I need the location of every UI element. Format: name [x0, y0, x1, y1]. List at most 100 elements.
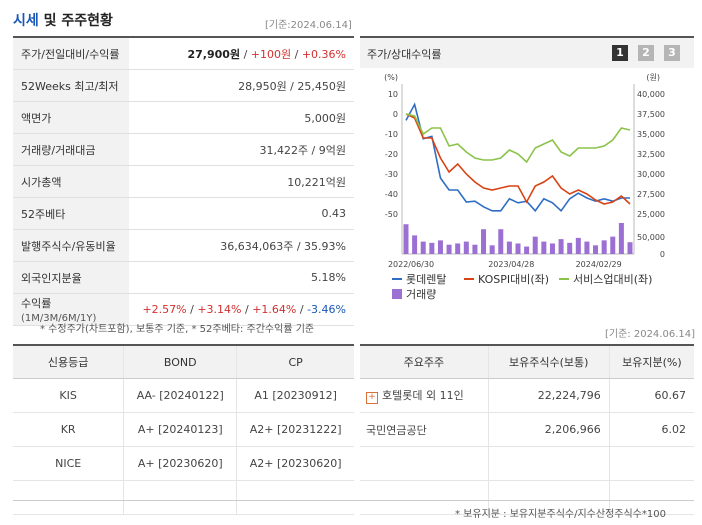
info-label-text: 52Weeks 최고/최저 — [21, 79, 119, 93]
holders-cell-text: 6.02 — [661, 423, 687, 436]
volume-bar — [489, 245, 495, 254]
expand-icon[interactable]: + — [366, 392, 378, 404]
volume-bar — [610, 236, 616, 254]
info-value-part: 31,422주 / 9억원 — [259, 143, 346, 157]
volume-bar — [567, 242, 573, 254]
left-tick-label: 10 — [388, 90, 398, 99]
holders-cell: 2,206,966 — [487, 412, 610, 447]
holders-cell-text: 2,206,966 — [544, 423, 601, 436]
volume-bar — [618, 223, 624, 254]
info-sublabel: (1M/3M/6M/1Y) — [21, 313, 97, 324]
credit-header: 신용등급 — [13, 346, 124, 379]
info-value-part: / — [291, 47, 302, 61]
x-tick-label: 2022/06/30 — [388, 260, 434, 269]
volume-bar — [524, 246, 530, 254]
info-row-label: 발행주식수/유동비율 — [13, 229, 129, 262]
info-row-label: 시가총액 — [13, 165, 129, 198]
volume-bar — [481, 229, 487, 254]
volume-bar — [472, 244, 478, 254]
table-row — [360, 480, 694, 515]
info-row: 발행주식수/유동비율 36,634,063주 / 35.93% — [13, 229, 354, 262]
credit-cell-text: A1 [20230912] — [254, 389, 337, 402]
bottom-divider — [13, 500, 694, 501]
volume-bar — [403, 224, 409, 254]
info-value-part: +2.57% — [142, 303, 187, 316]
holders-cell-text: 60.67 — [654, 389, 687, 402]
volume-bar — [437, 240, 443, 254]
major-shareholders-table: 주요주주 보유주식수(보통) 보유지분(%) + 호텔롯데 외 11인 22,224,79… — [360, 346, 694, 515]
right-tick-label: 25,000 — [637, 210, 665, 219]
credit-cell: AA- [20240122] — [123, 378, 237, 413]
credit-divider — [13, 344, 354, 346]
chart-page-1-button[interactable]: 1 — [612, 45, 628, 61]
left-tick-label: -40 — [385, 190, 398, 199]
table-row: KIS AA- [20240122] A1 [20230912] — [13, 378, 354, 413]
info-row-value: 28,950원 / 25,450원 — [129, 69, 354, 102]
volume-bar — [593, 245, 599, 254]
info-value-part: -3.46% — [307, 303, 346, 316]
info-row: 주가/전일대비/수익률 27,900원 / +100원 / +0.36% — [13, 38, 354, 70]
holders-cell-text[interactable]: 호텔롯데 외 11인 — [382, 389, 464, 402]
info-label-text: 시가총액 — [21, 175, 62, 189]
holders-header: 보유지분(%) — [608, 346, 694, 379]
chart-divider — [360, 36, 694, 38]
credit-cell: A+ [20240123] — [123, 412, 237, 447]
info-row-label: 52Weeks 최고/최저 — [13, 69, 129, 102]
credit-cell — [123, 480, 237, 515]
info-row-label: 액면가 — [13, 101, 129, 134]
holders-cell: 60.67 — [608, 378, 694, 413]
series-line — [405, 102, 630, 213]
holders-cell — [608, 446, 694, 481]
holders-cell: + 호텔롯데 외 11인 — [360, 378, 489, 413]
volume-bar — [429, 242, 435, 254]
volume-bar — [515, 243, 521, 254]
table-row — [360, 446, 694, 481]
chart-title: 주가/상대수익률 — [367, 48, 442, 61]
legend-label: KOSPI대비(좌) — [478, 273, 549, 286]
holders-cell-text[interactable]: 국민연금공단 — [366, 423, 427, 437]
info-row-value: 31,422주 / 9억원 — [129, 133, 354, 166]
right-axis-unit: (원) — [646, 73, 660, 82]
volume-bar — [549, 243, 555, 254]
right-tick-label: 27,500 — [637, 190, 665, 199]
left-tick-label: -10 — [385, 130, 398, 139]
base-date: [기준:2024.06.14] — [265, 20, 352, 31]
info-value-part: 0.43 — [321, 207, 347, 220]
info-value-part: 27,900원 — [187, 47, 241, 61]
credit-header: BOND — [123, 346, 237, 379]
holders-cell: 국민연금공단 — [360, 412, 489, 447]
info-row-label: 외국인지분율 — [13, 261, 129, 294]
credit-cell-text: KIS — [59, 389, 77, 402]
legend-swatch — [392, 289, 402, 299]
info-value-part: 5,000원 — [304, 111, 346, 125]
volume-bar — [420, 241, 426, 254]
info-label-text: 외국인지분율 — [21, 271, 82, 285]
credit-cell-text: A+ [20230620] — [137, 457, 223, 470]
holders-divider — [360, 344, 694, 346]
info-row: 수익률 (1M/3M/6M/1Y) +2.57% / +3.14% / +1.64… — [13, 293, 354, 326]
table-row: KR A+ [20240123] A2+ [20231222] — [13, 412, 354, 447]
credit-cell: A2+ [20231222] — [236, 412, 354, 447]
info-row-label: 52주베타 — [13, 197, 129, 230]
credit-cell-text: AA- [20240122] — [136, 389, 224, 402]
left-axis-unit: (%) — [384, 73, 398, 82]
holders-cell: 6.02 — [608, 412, 694, 447]
credit-cell: A+ [20230620] — [123, 446, 237, 481]
x-tick-label: 2024/02/29 — [576, 260, 622, 269]
volume-tick-label: 50,000 — [637, 233, 665, 242]
volume-bar — [627, 242, 633, 254]
info-value-part: 36,634,063주 / 35.93% — [220, 239, 346, 253]
volume-bar — [584, 241, 590, 254]
price-info-table: 주가/전일대비/수익률 27,900원 / +100원 / +0.36% 52Wee… — [13, 38, 354, 326]
info-label-text: 수익률 — [21, 297, 52, 310]
chart-page-2-button[interactable]: 2 — [638, 45, 654, 61]
left-tick-label: 0 — [393, 110, 398, 119]
header-divider — [13, 36, 354, 38]
info-label-text: 액면가 — [21, 111, 52, 125]
chart-page-3-button[interactable]: 3 — [664, 45, 680, 61]
info-label-text: 52주베타 — [21, 207, 66, 221]
credit-cell: KR — [13, 412, 124, 447]
info-row-value: +2.57% / +3.14% / +1.64% / -3.46% — [129, 293, 354, 326]
table-row: 국민연금공단 2,206,966 6.02 — [360, 412, 694, 447]
table-row: NICE A+ [20230620] A2+ [20230620] — [13, 446, 354, 481]
